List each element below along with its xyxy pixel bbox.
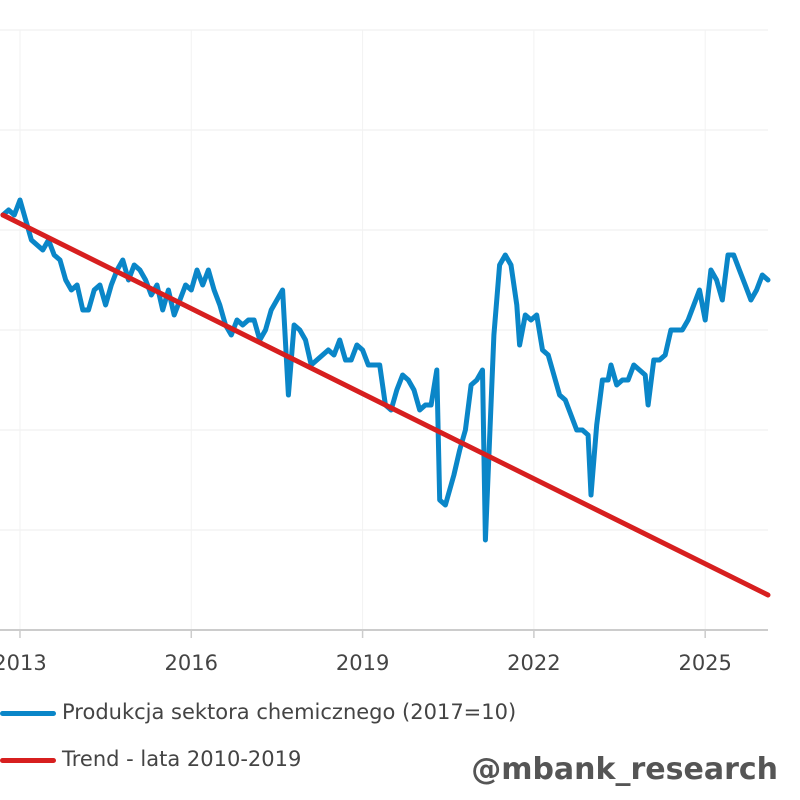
legend-label-production: Produkcja sektora chemicznego (2017=10) [62, 700, 517, 724]
x-tick-label-2013: 2013 [0, 651, 47, 675]
legend-item-production: Produkcja sektora chemicznego (2017=10) [0, 694, 620, 734]
series-line-production [0, 197, 771, 543]
legend-swatch-production [0, 711, 56, 716]
x-tick-label-2016: 2016 [165, 651, 218, 675]
watermark: @mbank_research [471, 752, 778, 787]
chart-gridlines [0, 29, 768, 630]
x-axis: 2013 2016 2019 2022 2025 [0, 629, 768, 675]
x-tick-label-2022: 2022 [507, 651, 560, 675]
series-line-trend [0, 212, 771, 598]
legend-swatch-trend [0, 758, 56, 763]
chart-series [0, 197, 771, 598]
x-tick-label-2025: 2025 [678, 651, 731, 675]
x-tick-label-2019: 2019 [336, 651, 389, 675]
legend-label-trend: Trend - lata 2010-2019 [62, 747, 302, 771]
legend-item-trend: Trend - lata 2010-2019 [0, 741, 620, 781]
